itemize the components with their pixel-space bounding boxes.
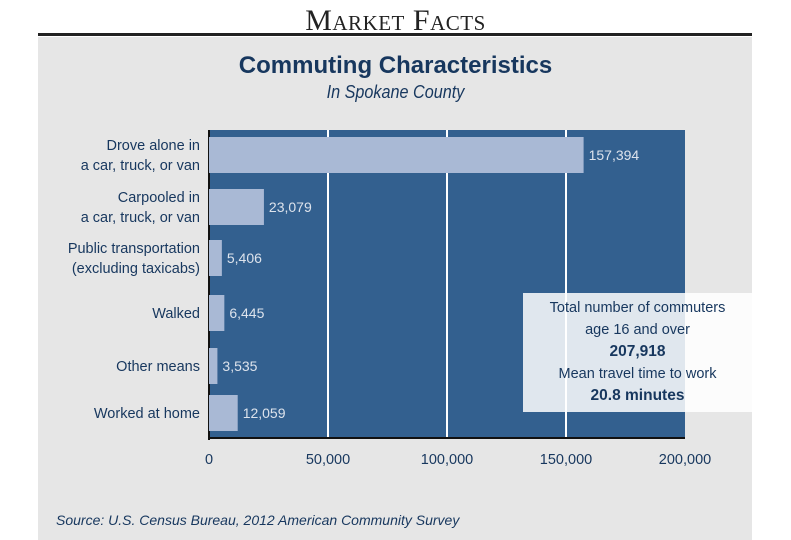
summary-line-3: Mean travel time to work: [558, 365, 717, 382]
mean-travel-time: 20.8 minutes: [590, 387, 685, 404]
chart-title: Commuting Characteristics: [238, 52, 553, 79]
category-label: Drove alone in: [107, 138, 201, 154]
bar: [209, 137, 584, 173]
bar: [209, 189, 264, 225]
x-tick-label: 100,000: [421, 452, 473, 468]
bar-value-label: 6,445: [229, 305, 264, 321]
bar: [209, 395, 238, 431]
summary-box: Total number of commuters age 16 and ove…: [523, 293, 752, 412]
category-label: Carpooled in: [118, 190, 200, 206]
bar-value-label: 12,059: [243, 405, 286, 421]
category-label: Walked: [152, 306, 200, 322]
x-tick-label: 50,000: [306, 452, 350, 468]
category-label: Public transportation: [68, 241, 200, 257]
category-label: Other means: [116, 359, 200, 375]
bar-value-label: 157,394: [589, 147, 640, 163]
page-header: Market Facts: [305, 4, 486, 37]
bar: [209, 240, 222, 276]
category-label: (excluding taxicabs): [72, 261, 200, 277]
category-label: a car, truck, or van: [81, 158, 200, 174]
summary-line-2: age 16 and over: [585, 321, 690, 338]
bar-value-label: 5,406: [227, 250, 262, 266]
source-note: Source: U.S. Census Bureau, 2012 America…: [56, 512, 460, 528]
total-commuters: 207,918: [609, 343, 666, 360]
summary-line-1: Total number of commuters: [549, 300, 726, 316]
x-tick-label: 200,000: [659, 452, 711, 468]
category-label: Worked at home: [94, 406, 200, 422]
x-tick-label: 150,000: [540, 452, 592, 468]
category-label: a car, truck, or van: [81, 210, 200, 226]
x-tick-label: 0: [205, 452, 213, 468]
bar: [209, 348, 218, 384]
chart-subtitle: In Spokane County: [326, 82, 465, 102]
bar-value-label: 23,079: [269, 199, 312, 215]
bar-value-label: 3,535: [222, 358, 257, 374]
header-rule: [38, 33, 752, 36]
bar: [209, 295, 225, 331]
